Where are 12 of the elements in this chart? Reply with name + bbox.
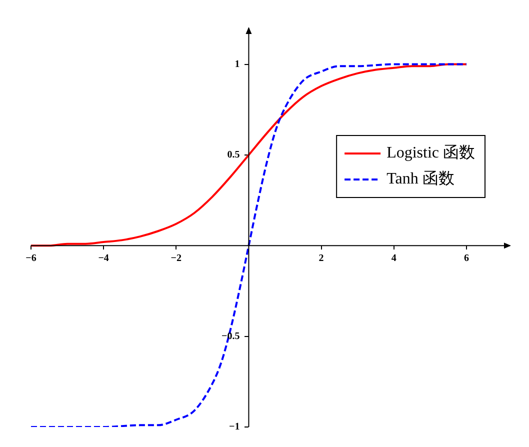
legend-label: Logistic 函数 [386,144,475,162]
legend-label: Tanh 函数 [386,170,454,188]
y-tick-label: −0.5 [222,330,240,342]
x-tick-label: 4 [391,253,396,264]
y-tick-label: −1 [229,422,240,433]
x-tick-label: −2 [170,253,182,264]
x-tick-label: −6 [26,253,36,264]
x-tick-label: 2 [318,253,324,264]
y-tick-label: 0.5 [227,150,240,161]
x-tick-label: −4 [98,253,109,264]
x-tick-label: 6 [464,253,469,264]
y-tick-label: 1 [234,58,240,70]
